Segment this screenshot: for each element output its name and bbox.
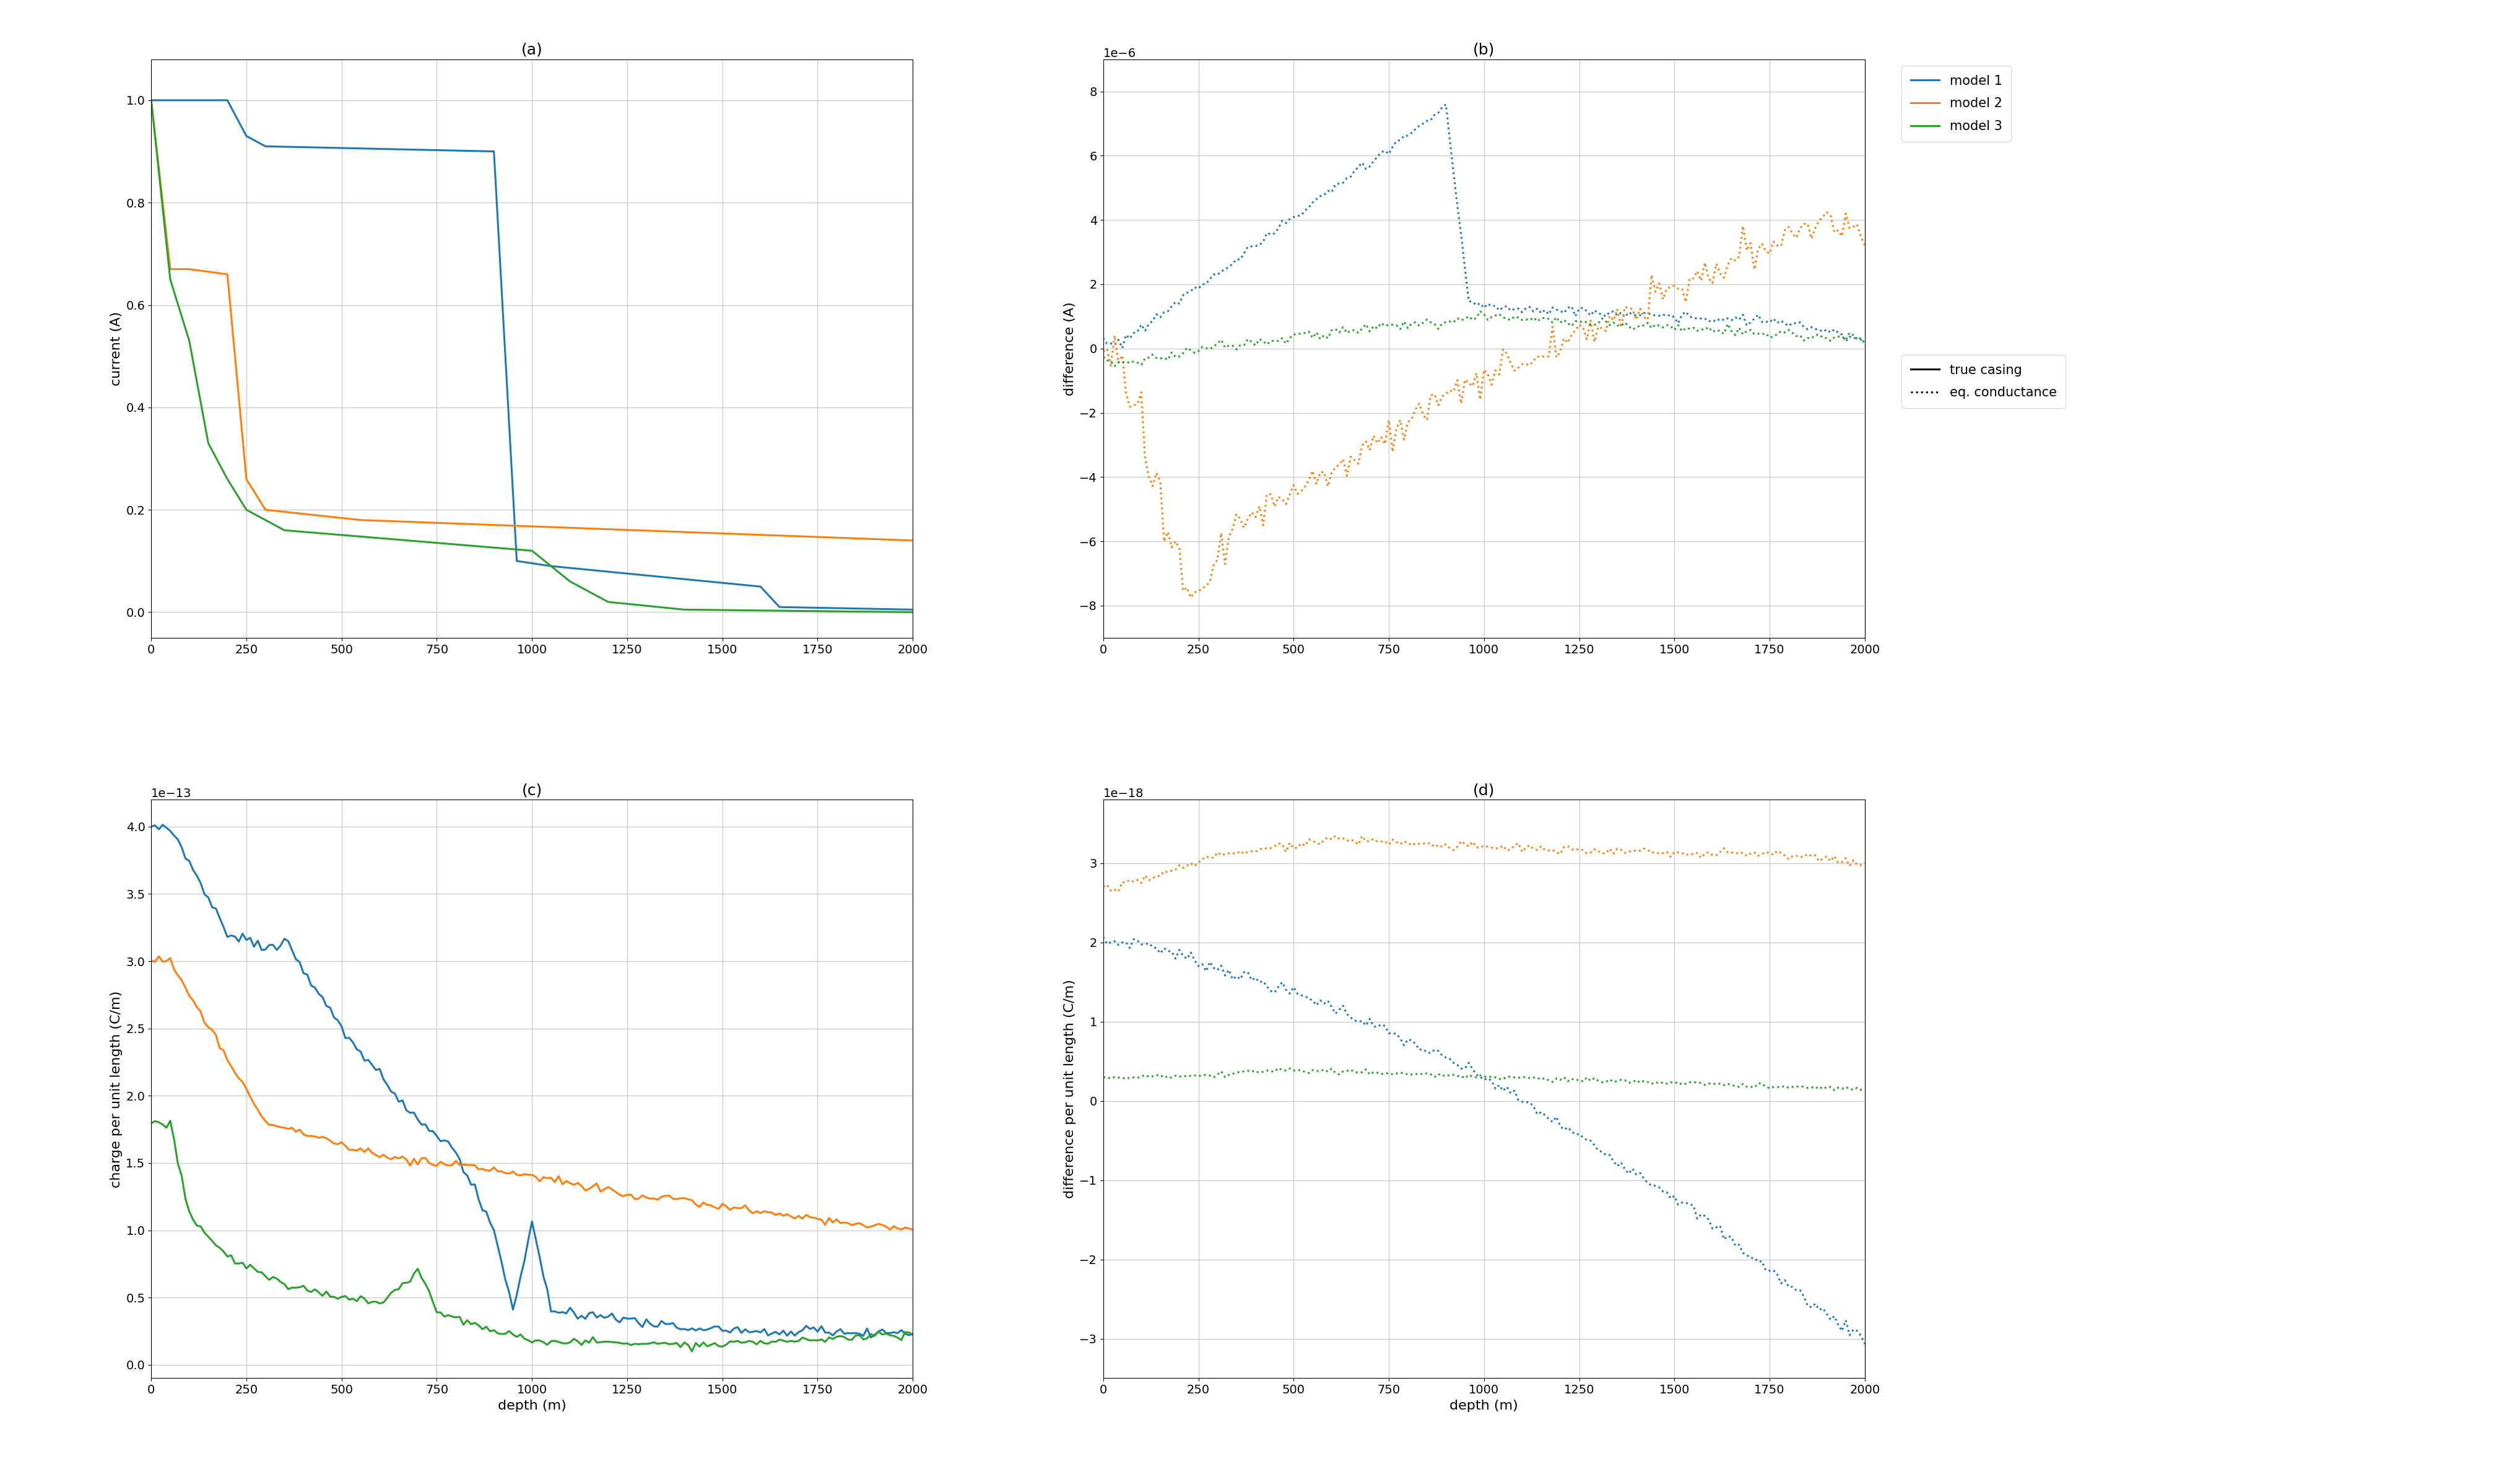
Title: (c): (c) <box>522 782 542 797</box>
Title: (b): (b) <box>1474 43 1494 58</box>
X-axis label: depth (m): depth (m) <box>1449 1399 1517 1412</box>
Legend: true casing, eq. conductance: true casing, eq. conductance <box>1903 356 2066 408</box>
Title: (a): (a) <box>522 43 542 58</box>
X-axis label: depth (m): depth (m) <box>499 1399 567 1412</box>
Y-axis label: difference (A): difference (A) <box>1063 301 1076 396</box>
Y-axis label: current (A): current (A) <box>111 311 123 385</box>
Y-axis label: charge per unit length (C/m): charge per unit length (C/m) <box>111 990 123 1187</box>
Title: (d): (d) <box>1474 782 1494 797</box>
Y-axis label: difference per unit length (C/m): difference per unit length (C/m) <box>1063 980 1076 1199</box>
